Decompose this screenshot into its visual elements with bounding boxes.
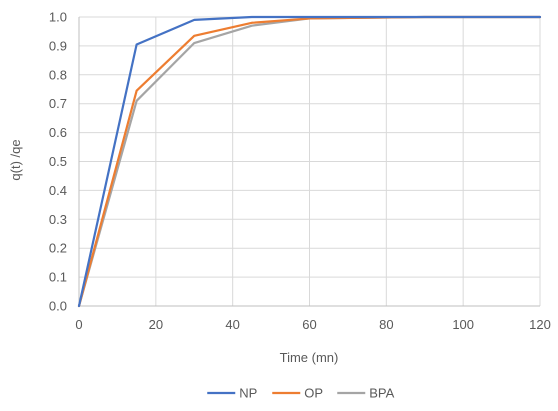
x-tick-label: 100 — [452, 317, 474, 332]
legend-label: NP — [239, 386, 257, 401]
legend: NP OP BPA — [207, 386, 395, 401]
y-tick-label: 0.3 — [49, 212, 67, 227]
x-tick-label: 40 — [225, 317, 239, 332]
y-tick-label: 0.9 — [49, 38, 67, 53]
x-tick-label: 60 — [302, 317, 316, 332]
y-tick-label: 0.1 — [49, 270, 67, 285]
x-tick-labels: 0 20 40 60 80 100 120 — [75, 317, 550, 332]
y-tick-label: 0.0 — [49, 299, 67, 314]
y-tick-label: 0.4 — [49, 183, 67, 198]
legend-item-op: OP — [272, 386, 323, 401]
y-tick-label: 0.8 — [49, 67, 67, 82]
y-tick-labels: 0.0 0.1 0.2 0.3 0.4 0.5 0.6 0.7 0.8 0.9 1.0 — [49, 10, 67, 314]
y-tick-label: 1.0 — [49, 10, 67, 25]
legend-item-np: NP — [207, 386, 257, 401]
y-tick-label: 0.6 — [49, 125, 67, 140]
y-tick-label: 0.5 — [49, 154, 67, 169]
axes — [78, 17, 540, 307]
x-tick-label: 0 — [75, 317, 82, 332]
y-axis-title: q(t) /qe — [8, 139, 23, 180]
legend-item-bpa: BPA — [337, 386, 395, 401]
x-axis-title: Time (mn) — [280, 350, 339, 365]
legend-label: OP — [304, 386, 323, 401]
y-tick-label: 0.7 — [49, 96, 67, 111]
legend-label: BPA — [369, 386, 394, 401]
x-tick-label: 20 — [149, 317, 163, 332]
series-line-np — [77, 15, 542, 308]
x-tick-label: 120 — [529, 317, 551, 332]
gridlines — [79, 16, 541, 306]
y-tick-label: 0.2 — [49, 241, 67, 256]
x-tick-label: 80 — [379, 317, 393, 332]
series-lines — [77, 15, 542, 308]
